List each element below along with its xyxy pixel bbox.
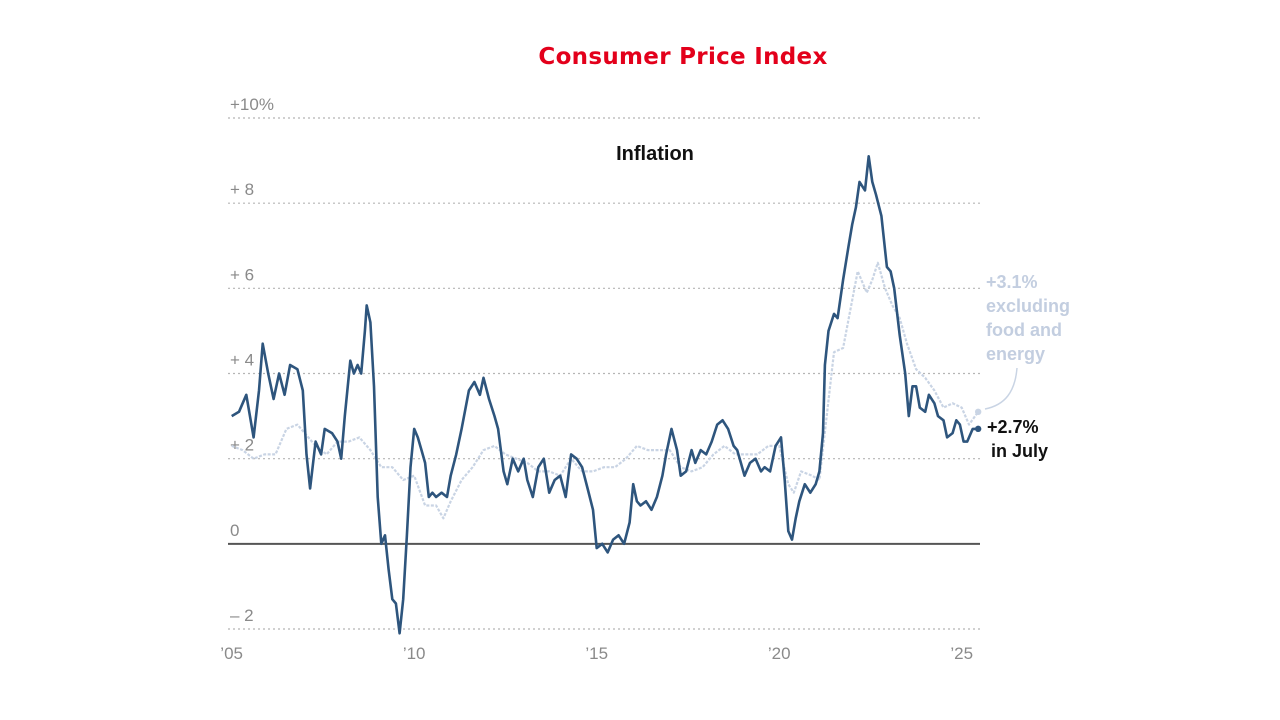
headline-cpi-line — [231, 155, 979, 635]
core-annotation-line3: food and — [986, 320, 1062, 340]
y-tick-label: +10% — [230, 95, 274, 114]
chart-title: Inflation — [616, 143, 694, 165]
gridlines — [228, 117, 980, 630]
y-tick-label: 0 — [230, 521, 239, 540]
core-annotation-value: +3.1% — [986, 272, 1038, 292]
core-annotation-line4: energy — [986, 344, 1045, 364]
core-annotation: +3.1% excluding food and energy — [984, 272, 1070, 410]
x-tick-label: ’15 — [585, 644, 608, 663]
y-tick-label: + 6 — [230, 265, 254, 284]
x-axis-ticks: ’05 ’10 ’15 ’20 ’25 — [220, 644, 973, 663]
page-title: Consumer Price Index — [538, 44, 828, 70]
x-tick-label: ’10 — [403, 644, 426, 663]
headline-annotation-label: in July — [991, 441, 1048, 461]
y-axis-ticks: – 2 0 + 2 + 4 + 6 + 8 +10% — [230, 95, 274, 625]
core-latest-point — [974, 408, 982, 416]
x-tick-label: ’05 — [220, 644, 243, 663]
headline-annotation: +2.7% in July — [987, 417, 1048, 461]
core-cpi-line — [231, 261, 980, 520]
y-tick-label: – 2 — [230, 606, 254, 625]
y-tick-label: + 2 — [230, 436, 254, 455]
core-annotation-leader — [984, 367, 1018, 410]
x-tick-label: ’20 — [768, 644, 791, 663]
y-tick-label: + 4 — [230, 351, 254, 370]
series-lines — [231, 155, 982, 635]
headline-latest-point — [974, 425, 982, 433]
headline-annotation-value: +2.7% — [987, 417, 1039, 437]
x-tick-label: ’25 — [950, 644, 973, 663]
y-tick-label: + 8 — [230, 180, 254, 199]
core-annotation-line2: excluding — [986, 296, 1070, 316]
